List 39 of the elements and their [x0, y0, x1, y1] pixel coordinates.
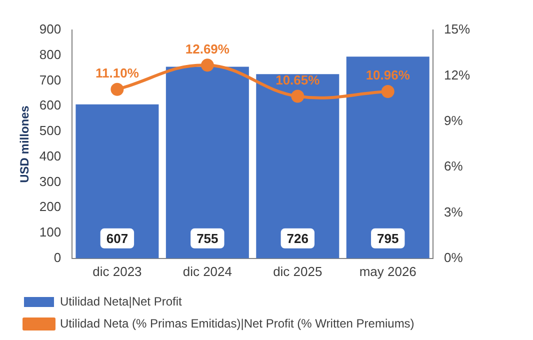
- y-tick-label: 300: [39, 174, 62, 189]
- y2-tick-label: 6%: [444, 158, 464, 174]
- y-tick-label: 900: [39, 22, 62, 37]
- y2-tick-label: 9%: [444, 112, 464, 128]
- legend-label: Utilidad Neta (% Primas Emitidas)|Net Profit (% Written Premiums): [60, 316, 414, 330]
- y-tick-label: 100: [39, 224, 62, 240]
- bar: [76, 104, 159, 258]
- y2-tick-label: 0%: [444, 250, 464, 265]
- bar: [346, 56, 430, 258]
- y2-tick-label: 12%: [444, 67, 470, 82]
- x-tick-label: dic 2024: [182, 264, 232, 279]
- x-tick-label: may 2026: [359, 264, 416, 279]
- x-tick-label: dic 2023: [92, 264, 142, 279]
- y2-tick-label: 3%: [444, 204, 464, 220]
- y-tick-label: 700: [39, 72, 62, 88]
- y2-tick-label: 15%: [444, 22, 470, 37]
- y-tick-label: 500: [39, 123, 62, 138]
- point: [200, 58, 214, 72]
- data-label: 10.65%: [276, 72, 320, 88]
- data-label: 607: [106, 230, 128, 246]
- bar: [256, 74, 340, 258]
- y-tick-label: 800: [39, 46, 62, 62]
- data-label: 726: [286, 230, 308, 246]
- point: [291, 90, 304, 103]
- y-tick-label: 600: [39, 98, 62, 113]
- data-label: 755: [196, 230, 218, 246]
- y-tick-label: 0: [54, 250, 62, 265]
- x-tick-label: dic 2025: [273, 264, 322, 279]
- y-tick-label: 200: [39, 199, 62, 214]
- data-label: 795: [377, 230, 399, 246]
- bar: [166, 66, 249, 258]
- y-tick-label: 400: [39, 148, 62, 164]
- point: [381, 85, 394, 98]
- legend-label: Utilidad Neta|Net Profit: [60, 294, 182, 308]
- point: [110, 82, 124, 96]
- y-axis-title: USD millones: [18, 105, 32, 183]
- data-label: 11.10%: [96, 65, 140, 80]
- data-label: 12.69%: [185, 41, 230, 56]
- data-label: 10.96%: [366, 68, 410, 83]
